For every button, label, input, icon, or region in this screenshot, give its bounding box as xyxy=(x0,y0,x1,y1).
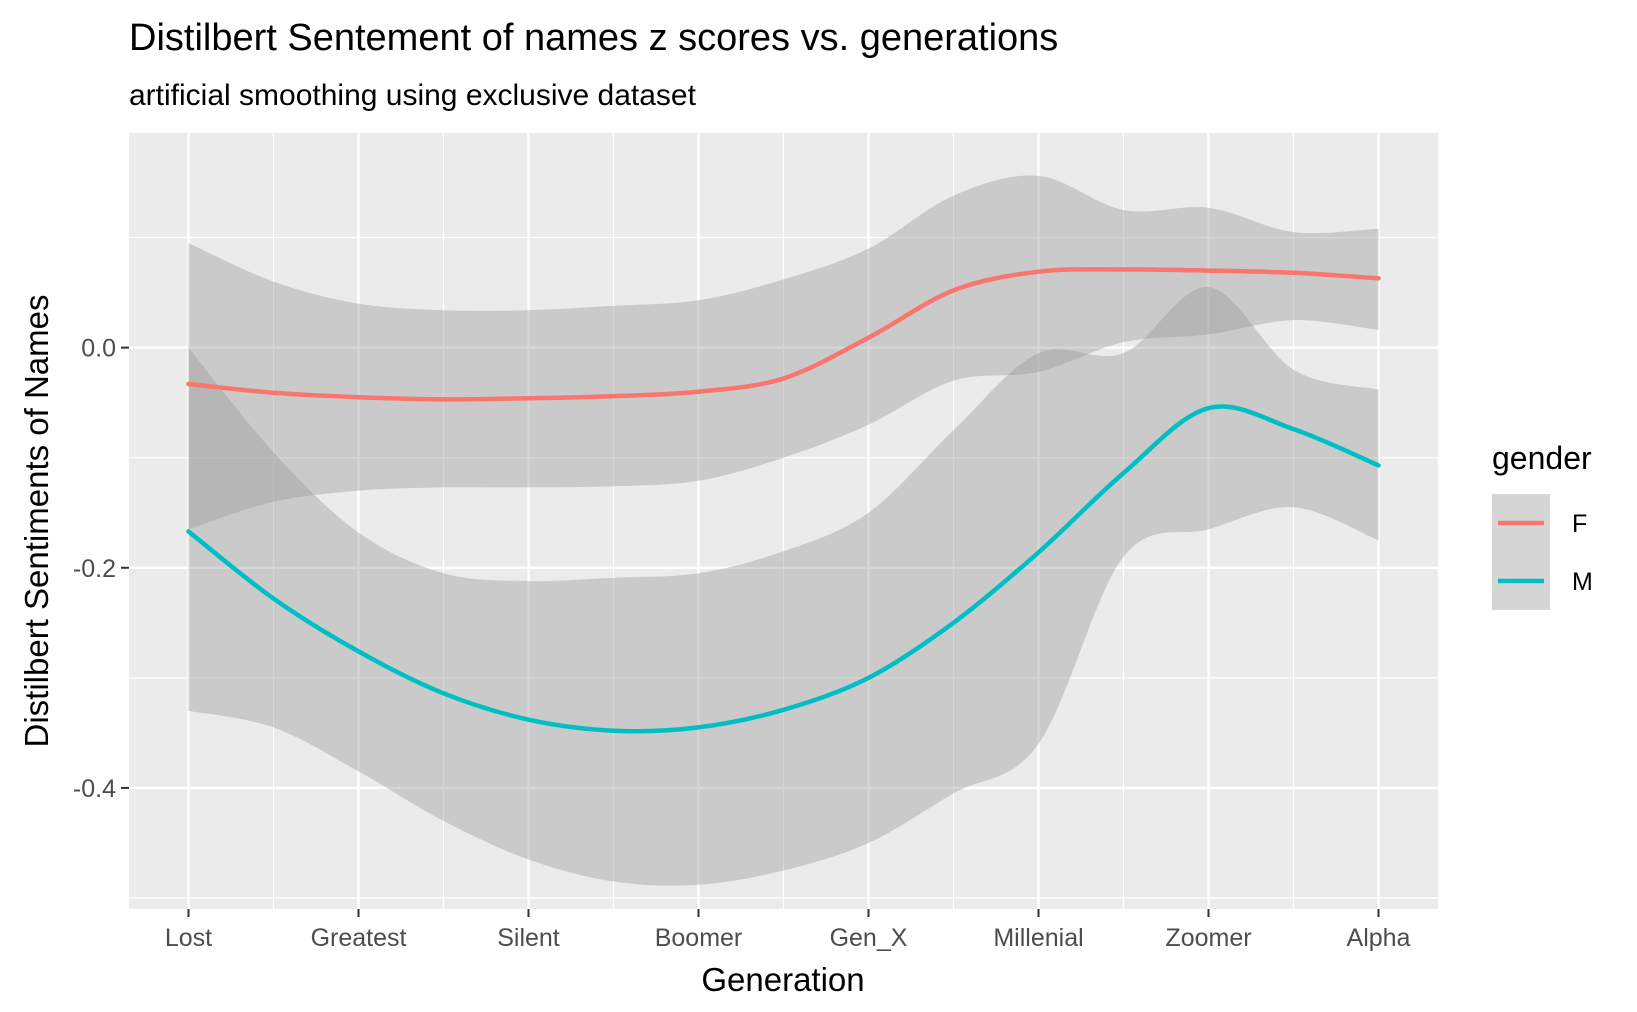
x-tick-label: Millenial xyxy=(993,924,1083,952)
chart-title: Distilbert Sentement of names z scores v… xyxy=(129,17,1058,59)
y-tick-label: -0.4 xyxy=(73,775,116,803)
x-axis-title: Generation xyxy=(701,961,864,998)
x-tick-label: Lost xyxy=(165,924,212,952)
grid xyxy=(129,133,1438,909)
legend-label-M: M xyxy=(1572,568,1593,596)
x-tick-label: Greatest xyxy=(311,924,407,952)
x-tick-label: Alpha xyxy=(1347,924,1411,952)
series-lines xyxy=(186,267,1381,734)
legend: gender F M xyxy=(1492,440,1593,610)
series-line-F xyxy=(186,267,1381,402)
legend-label-F: F xyxy=(1572,510,1587,538)
x-tick-label: Zoomer xyxy=(1165,924,1251,952)
x-tick-label: Silent xyxy=(497,924,560,952)
axes: 0.0 -0.2 -0.4 Lost Greatest Silent Boomer Gen_X… xyxy=(73,335,1411,952)
confidence-ribbon-M xyxy=(188,287,1379,886)
confidence-ribbon-F xyxy=(188,175,1379,530)
confidence-ribbons xyxy=(188,175,1379,886)
chart-subtitle: artificial smoothing using exclusive dat… xyxy=(129,79,697,112)
x-tick-label: Boomer xyxy=(655,924,743,952)
y-axis-title: Distilbert Sentiments of Names xyxy=(18,295,55,748)
series-line-M xyxy=(186,404,1381,734)
legend-title: gender xyxy=(1492,440,1592,476)
x-tick-label: Gen_X xyxy=(830,924,908,952)
y-tick-label: 0.0 xyxy=(81,335,116,363)
y-tick-label: -0.2 xyxy=(73,555,116,583)
